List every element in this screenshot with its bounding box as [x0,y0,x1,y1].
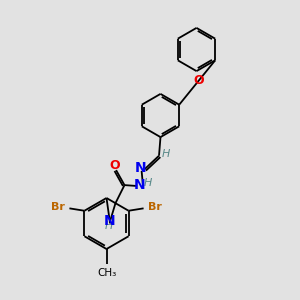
Text: H: H [104,220,113,231]
Text: Br: Br [148,202,162,212]
Text: N: N [135,161,146,175]
Text: N: N [134,178,145,192]
Text: O: O [110,159,120,172]
Text: H: H [161,149,170,159]
Text: Br: Br [51,202,64,212]
Text: H: H [144,178,152,188]
Text: O: O [194,74,204,87]
Text: N: N [104,214,115,228]
Text: CH₃: CH₃ [97,268,116,278]
